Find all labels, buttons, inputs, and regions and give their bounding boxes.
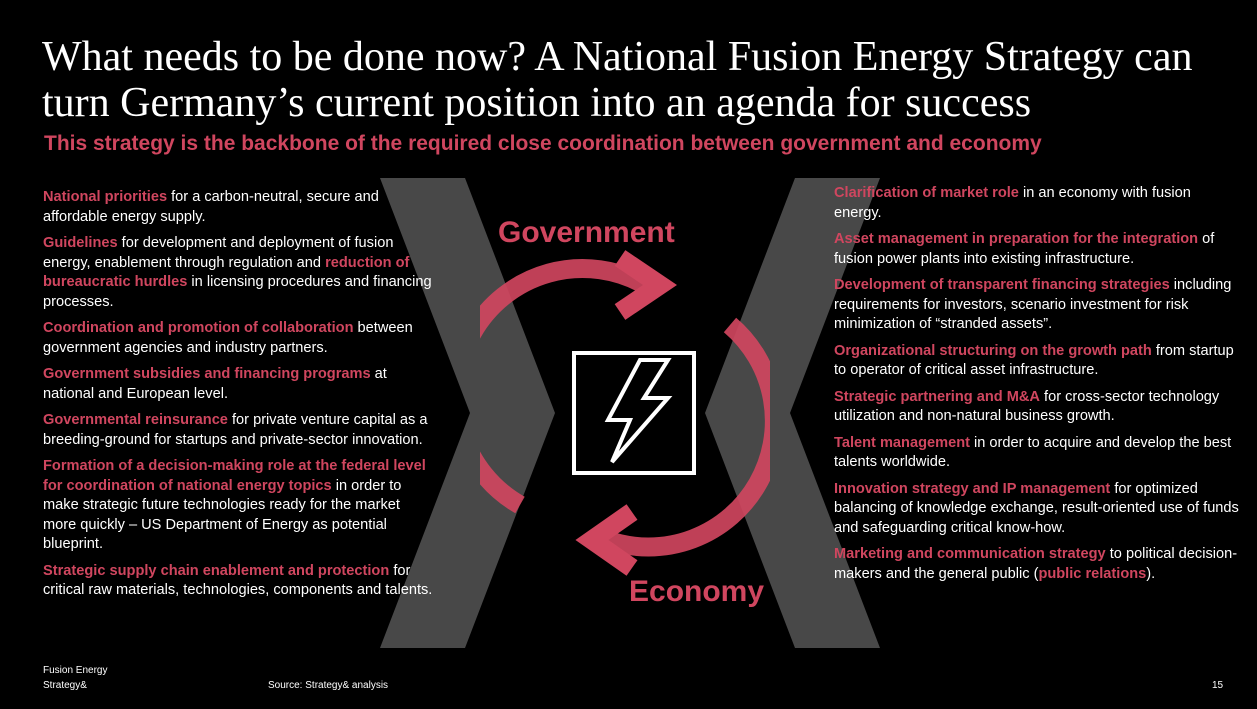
list-item: Formation of a decision-making role at t… xyxy=(43,458,426,552)
list-item: Clarification of market role in an econo… xyxy=(834,185,1191,221)
bottom-arrowhead xyxy=(575,504,638,576)
list-item: Marketing and communication strategy to … xyxy=(834,546,1238,582)
slide-subtitle: This strategy is the backbone of the req… xyxy=(44,132,1042,155)
list-item: Organizational structuring on the growth… xyxy=(834,342,1234,379)
government-economy-cycle xyxy=(480,250,770,576)
list-item: National priorities for a carbon-neutral… xyxy=(43,189,379,225)
slide-title: What needs to be done now? A National Fu… xyxy=(42,34,1193,126)
list-item: Talent management in order to acquire an… xyxy=(834,434,1232,471)
page-number: 15 xyxy=(1212,680,1224,691)
right-chevron-shape xyxy=(705,178,880,648)
list-item: Coordination and promotion of collaborat… xyxy=(43,320,413,356)
list-item: Strategic partnering and M&A for cross-s… xyxy=(834,388,1220,425)
top-arrowhead xyxy=(614,250,677,320)
economy-actions-list: Clarification of market role in an econo… xyxy=(834,184,1239,591)
lightning-bolt-icon xyxy=(572,351,696,475)
cycle-arrows xyxy=(480,258,770,557)
left-chevron-shape xyxy=(380,178,555,648)
government-actions-list: National priorities for a carbon-neutral… xyxy=(43,188,433,608)
list-item: Guidelines for development and deploymen… xyxy=(43,235,432,310)
source-note: Source: Strategy& analysis xyxy=(268,680,389,691)
economy-label: Economy xyxy=(629,575,765,608)
list-item: Strategic supply chain enablement and pr… xyxy=(43,562,433,599)
footer-brand-line2: Strategy& xyxy=(43,680,87,691)
list-item: Governmental reinsurance for private ven… xyxy=(43,412,428,448)
government-label: Government xyxy=(498,216,675,249)
list-item: Asset management in preparation for the … xyxy=(834,231,1215,267)
list-item: Innovation strategy and IP management fo… xyxy=(834,480,1239,536)
list-item: Development of transparent financing str… xyxy=(834,277,1232,332)
list-item: Government subsidies and financing progr… xyxy=(43,366,387,402)
footer-brand-line1: Fusion Energy xyxy=(43,665,108,676)
